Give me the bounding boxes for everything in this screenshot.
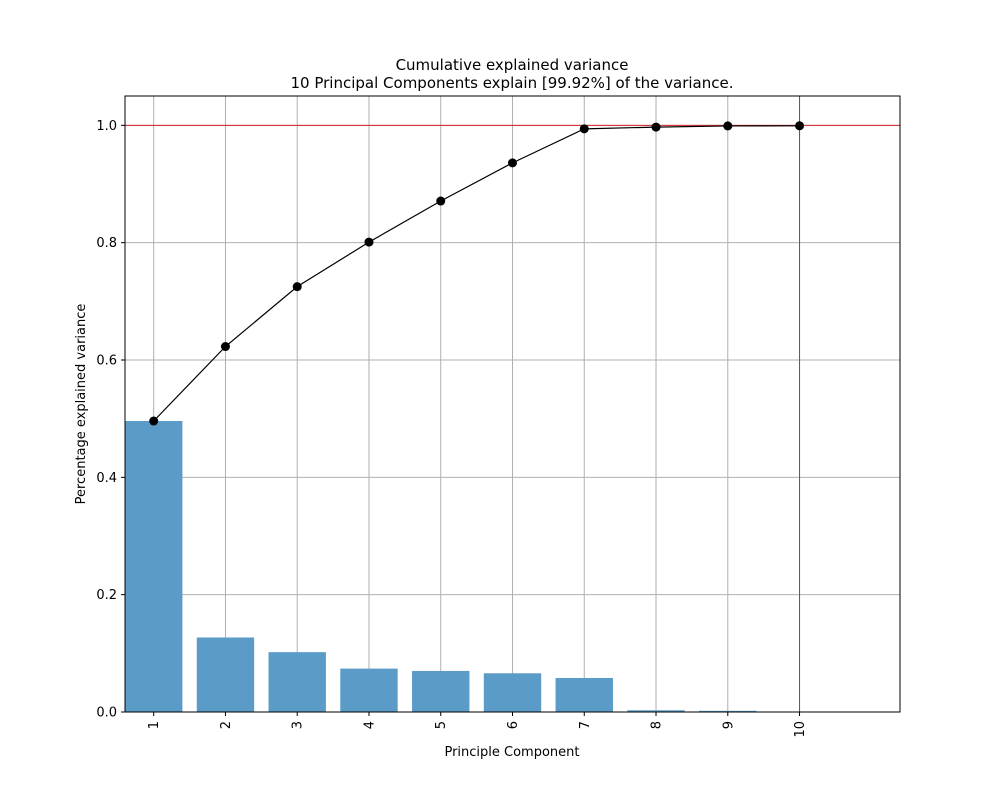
bar [627,710,685,712]
chart-title: Cumulative explained variance [396,56,629,74]
bar [125,421,183,712]
x-tick-label: 7 [578,721,593,729]
x-tick-label: 3 [291,721,306,729]
line-point [795,121,805,131]
line-point [436,196,446,206]
cumulative-line [153,125,800,422]
y-tick-label: 1.0 [96,119,117,134]
y-tick-label: 0.6 [96,354,117,369]
x-axis-label: Principle Component [444,745,579,760]
x-tick-label: 8 [650,721,665,729]
line-point [651,122,661,132]
grid-lines [125,96,900,713]
line-point [723,121,733,131]
bar [340,668,398,712]
y-tick-label: 0.0 [96,706,117,721]
bar [483,673,542,712]
x-tick-label: 4 [362,721,377,729]
y-tick-label: 0.8 [96,236,117,251]
line-point [508,158,517,168]
x-tick-label: 5 [434,721,449,729]
cumulative-line-series [149,121,805,426]
bar [699,710,757,712]
bar [268,652,326,712]
y-axis-ticks: 0.0 0.2 0.4 0.6 0.8 1.0 [96,119,125,721]
x-tick-label: 1 [147,721,162,729]
bar [555,677,613,712]
x-tick-label: 10 [793,721,808,738]
chart-subtitle: 10 Principal Components explain [99.92%]… [291,74,734,92]
line-point [579,124,589,134]
line-point [292,282,302,292]
line-point [364,237,374,247]
bar-series [125,421,829,712]
line-point [220,342,230,352]
x-tick-label: 6 [506,721,521,729]
x-tick-label: 2 [219,721,234,729]
line-point [149,416,159,426]
x-axis-ticks: 1 2 3 4 5 6 7 8 9 10 [147,712,808,738]
y-axis-label: Percentage explained variance [74,304,89,505]
y-tick-label: 0.2 [96,588,117,603]
x-tick-label: 9 [721,721,736,729]
y-tick-label: 0.4 [96,471,117,486]
bar [412,670,470,712]
bar [196,637,255,712]
